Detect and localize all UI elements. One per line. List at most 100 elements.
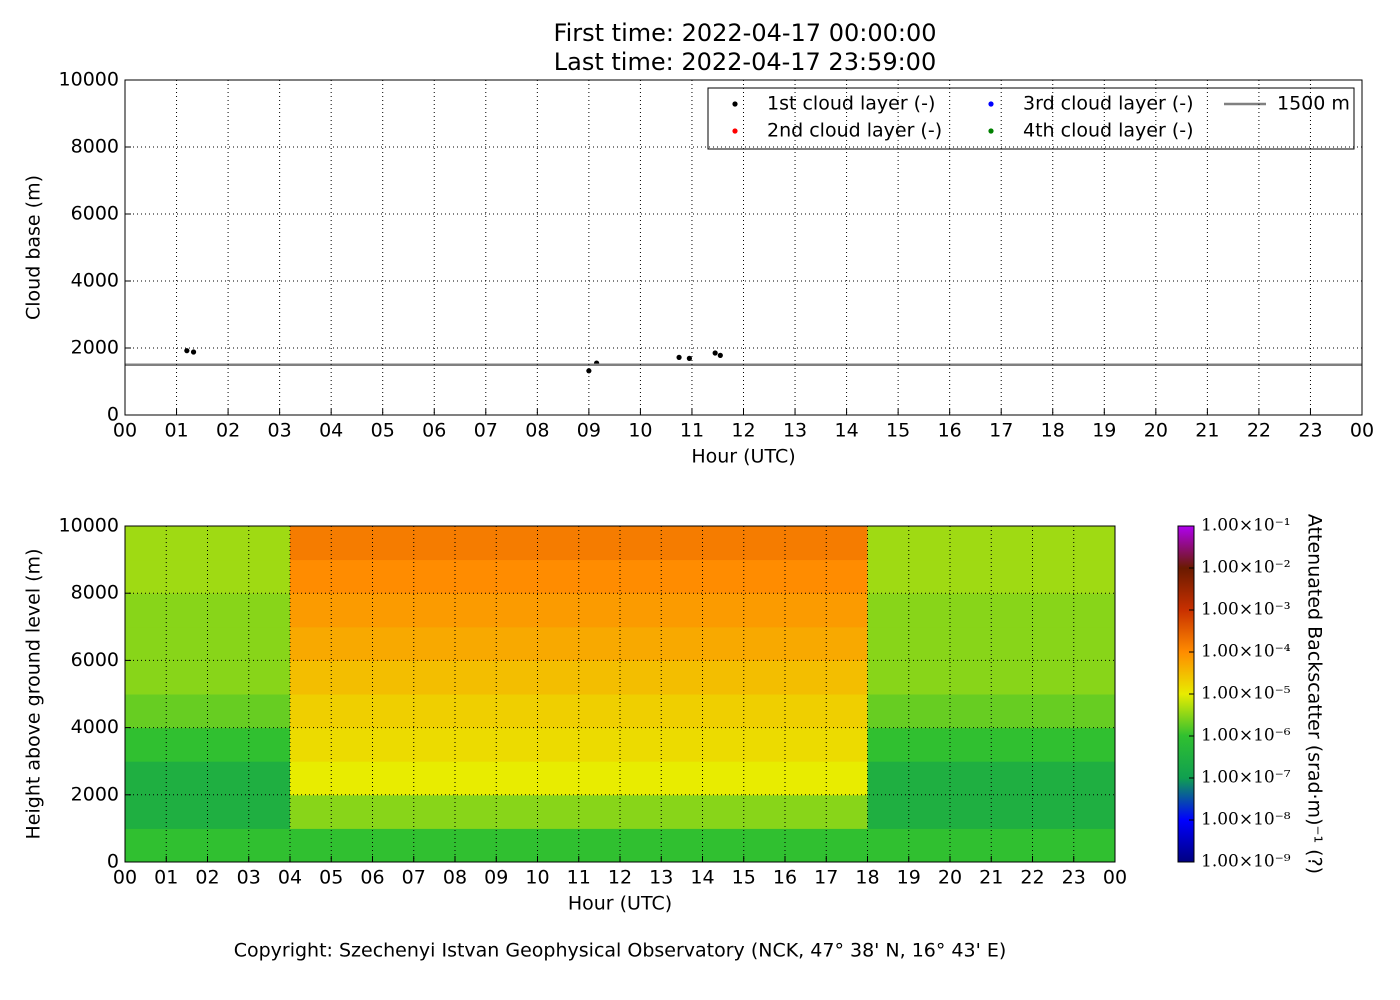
- x-tick-label: 16: [938, 420, 962, 442]
- y-tick-label: 4000: [71, 270, 119, 292]
- colorbar-tick-label: 1.00×10⁻²: [1201, 558, 1291, 578]
- heatmap-cell: [125, 626, 208, 661]
- legend-label: 4th cloud layer (-): [1023, 120, 1194, 142]
- x-tick-label: 07: [402, 867, 426, 889]
- heatmap-cell: [1032, 559, 1116, 594]
- colorbar-tick-label: 1.00×10⁻⁷: [1201, 768, 1291, 788]
- subtitle: Last time: 2022-04-17 23:59:00: [554, 48, 936, 76]
- heatmap-cell: [1032, 626, 1116, 661]
- x-tick-label: 17: [814, 867, 838, 889]
- x-tick-label: 20: [938, 867, 962, 889]
- colorbar-tick-label: 1.00×10⁻⁴: [1201, 642, 1291, 662]
- cloud-point: [676, 354, 682, 360]
- colorbar-tick-label: 1.00×10⁻⁵: [1201, 684, 1291, 704]
- heatmap-cell: [785, 626, 868, 661]
- x-tick-label: 03: [268, 420, 292, 442]
- x-tick-label: 19: [1092, 420, 1116, 442]
- heatmap-cell: [372, 559, 456, 594]
- x-tick-label: 08: [525, 420, 549, 442]
- legend-label: 2nd cloud layer (-): [767, 120, 942, 142]
- x-axis-label: Hour (UTC): [691, 446, 795, 468]
- heatmap-cell: [537, 660, 621, 695]
- legend: 1st cloud layer (-) 2nd cloud layer (-) 3r…: [707, 87, 1355, 150]
- axes: 1st cloud layer (-) 2nd cloud layer (-) 3r…: [23, 69, 1375, 468]
- heatmap-cell: [950, 660, 1033, 695]
- heatmap-cell: [125, 794, 208, 829]
- x-tick-label: 21: [979, 867, 1003, 889]
- heatmap-cell: [290, 727, 373, 762]
- x-tick-label: 00: [113, 867, 137, 889]
- y-tick-label: 10000: [59, 69, 119, 91]
- x-tick-label: 04: [278, 867, 302, 889]
- heatmap-cell: [785, 727, 868, 762]
- cloud-point: [717, 352, 723, 358]
- x-tick-label: 09: [577, 420, 601, 442]
- legend-box: [707, 87, 1355, 150]
- x-tick-label: 06: [422, 420, 446, 442]
- heatmap-cell: [620, 794, 703, 829]
- heatmap-cell: [372, 626, 456, 661]
- heatmap-cell: [125, 559, 208, 594]
- heatmap-cell: [372, 727, 456, 762]
- heatmap-cell: [290, 626, 373, 661]
- heatmap-cell: [950, 626, 1033, 661]
- heatmap-cell: [620, 660, 703, 695]
- x-tick-label: 05: [319, 867, 343, 889]
- y-tick-label: 8000: [71, 582, 119, 604]
- x-tick-label: 16: [773, 867, 797, 889]
- x-axis-label: Hour (UTC): [568, 893, 672, 915]
- cloud-point: [686, 355, 692, 361]
- plot-frame: [124, 79, 1363, 416]
- x-tick-label: 22: [1247, 420, 1271, 442]
- heatmap-cell: [785, 794, 868, 829]
- x-tick-label: 18: [855, 867, 879, 889]
- heatmap-cell: [702, 794, 786, 829]
- y-tick-label: 6000: [71, 203, 119, 225]
- heatmap-cell: [867, 727, 951, 762]
- heatmap-cell: [372, 660, 456, 695]
- heatmap-cell: [207, 626, 291, 661]
- y-axis-label: Cloud base (m): [23, 175, 45, 320]
- x-tick-label: 15: [886, 420, 910, 442]
- y-tick-label: 10000: [59, 515, 119, 537]
- heatmap-cell: [785, 660, 868, 695]
- x-tick-label: 17: [989, 420, 1013, 442]
- heatmap-cell: [620, 626, 703, 661]
- colorbar-tick-label: 1.00×10⁻⁶: [1201, 726, 1291, 746]
- x-tick-label: 12: [731, 420, 755, 442]
- heatmap-cell: [455, 660, 538, 695]
- heatmap-cell: [950, 727, 1033, 762]
- heatmap-cell: [867, 559, 951, 594]
- x-tick-label: 12: [608, 867, 632, 889]
- heatmap-cell: [290, 660, 373, 695]
- axes: 00 01 02 03 04 05 06 07 08 09 10 11 12 13 14 15 16 17 18 19…: [23, 515, 1128, 915]
- y-tick-label: 0: [107, 404, 119, 426]
- x-tick-label: 09: [484, 867, 508, 889]
- x-tick-label: 07: [474, 420, 498, 442]
- heatmap-cell: [290, 559, 373, 594]
- y-tick-label: 2000: [71, 783, 119, 805]
- x-tick-label: 13: [783, 420, 807, 442]
- heatmap-cell: [455, 626, 538, 661]
- heatmap-cell: [702, 660, 786, 695]
- x-tick-label: 06: [360, 867, 384, 889]
- colorbar-tick-label: 1.00×10⁻⁸: [1201, 810, 1291, 830]
- x-tick-label: 22: [1020, 867, 1044, 889]
- x-tick-label: 08: [443, 867, 467, 889]
- x-tick-label: 18: [1041, 420, 1065, 442]
- x-tick-label: 23: [1298, 420, 1322, 442]
- heatmap-cell: [867, 660, 951, 695]
- heatmap-cell: [537, 559, 621, 594]
- x-tick-label: 21: [1195, 420, 1219, 442]
- heatmap-cell: [372, 794, 456, 829]
- x-tick-label: 02: [195, 867, 219, 889]
- footer: Copyright: Szechenyi Istvan Geophysical …: [234, 940, 1007, 962]
- heatmap-cell: [455, 727, 538, 762]
- heatmap-cell: [702, 727, 786, 762]
- title: First time: 2022-04-17 00:00:00: [554, 19, 937, 47]
- heatmap-cell: [537, 626, 621, 661]
- heatmap-cell: [207, 559, 291, 594]
- heatmap-cell: [950, 794, 1033, 829]
